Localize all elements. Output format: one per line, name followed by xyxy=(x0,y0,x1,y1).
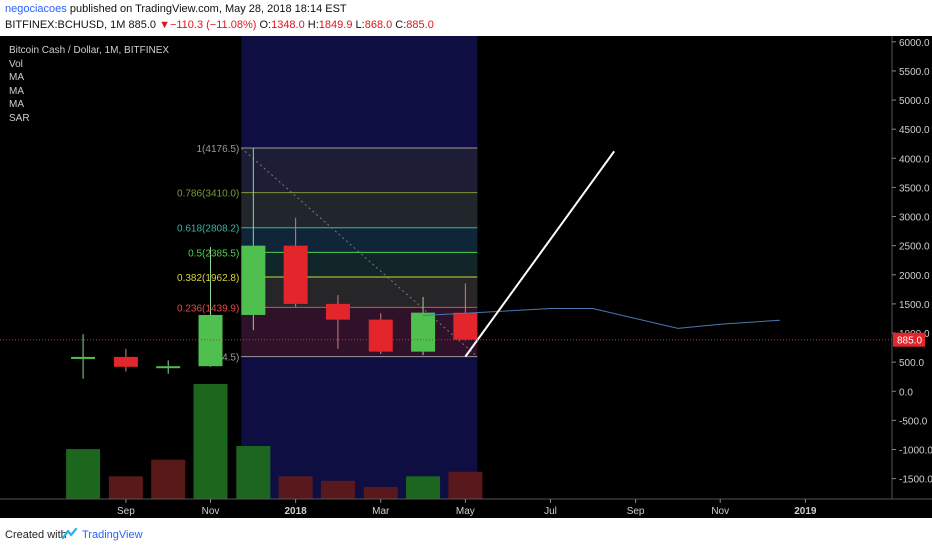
time-tick-label: Mar xyxy=(372,506,390,517)
change-down-icon: ▼ xyxy=(159,19,170,31)
candle-body[interactable] xyxy=(241,245,266,315)
price-tick-label: 4500.0 xyxy=(899,125,930,136)
time-tick-label: 2018 xyxy=(285,506,308,517)
open-label: O: xyxy=(259,19,272,31)
chart-area[interactable]: 1(4176.5) 0.786(3410.0) 0.618(2808.2) 0.5(2… xyxy=(0,36,932,518)
price-change: −110.3 (−11.08%) xyxy=(169,19,257,31)
fib-band xyxy=(241,192,478,228)
last-price: 885.0 xyxy=(128,19,156,31)
price-tick-label: 2500.0 xyxy=(899,242,930,253)
volume-bar xyxy=(151,459,186,499)
tradingview-brand-link[interactable]: TradingView xyxy=(82,529,143,541)
close-value: 885.0 xyxy=(406,19,434,31)
price-tick-label: 1500.0 xyxy=(899,300,930,311)
fib-band xyxy=(241,148,478,193)
ohlc-readout: BITFINEX:BCHUSD, 1M 885.0 ▼−110.3 (−11.0… xyxy=(5,19,434,31)
price-tick-label: 2000.0 xyxy=(899,271,930,282)
candle-body[interactable] xyxy=(283,245,308,304)
candle-body[interactable] xyxy=(113,356,138,367)
price-tick-label: -1500.0 xyxy=(899,475,932,486)
low-value: 868.0 xyxy=(364,19,393,31)
high-label: H: xyxy=(307,19,319,31)
candle-body[interactable] xyxy=(411,312,436,352)
volume-bar xyxy=(236,446,271,499)
price-tick-label: 0.0 xyxy=(899,387,913,398)
candle-body[interactable] xyxy=(71,356,96,359)
fib-level-label: 0.382(1962.8) xyxy=(177,273,239,284)
candle-body[interactable] xyxy=(198,314,223,367)
moving-average-line xyxy=(423,308,780,329)
volume-bar xyxy=(278,476,313,499)
fib-band xyxy=(241,307,478,357)
volume-bar xyxy=(66,449,101,499)
price-tick-label: 5500.0 xyxy=(899,67,930,78)
legend-indicator-vol[interactable]: Vol xyxy=(9,58,23,70)
price-tick-label: 6000.0 xyxy=(899,38,930,49)
last-price-badge xyxy=(893,332,925,347)
fib-band xyxy=(241,276,478,308)
volume-bar xyxy=(193,384,228,499)
high-value: 1849.9 xyxy=(318,19,353,31)
legend-indicator-sar[interactable]: SAR xyxy=(9,112,30,124)
price-tick-label: 3500.0 xyxy=(899,183,930,194)
created-with-label: Created with xyxy=(5,529,67,541)
fib-band xyxy=(241,252,478,277)
author-link[interactable]: negociacoes xyxy=(5,3,67,15)
low-label: L: xyxy=(355,19,365,31)
fib-level-label: 0.236(1439.9) xyxy=(177,303,239,314)
price-tick-label: 500.0 xyxy=(899,358,924,369)
candle-body[interactable] xyxy=(156,366,181,369)
legend-title: Bitcoin Cash / Dollar, 1M, BITFINEX xyxy=(9,45,170,56)
tradingview-logo-icon xyxy=(61,527,78,543)
symbol-label: BITFINEX:BCHUSD, 1M xyxy=(5,19,126,31)
time-tick-label: Sep xyxy=(117,506,135,517)
candle-body[interactable] xyxy=(453,312,478,340)
time-tick-label: Nov xyxy=(202,506,220,517)
price-tick-label: 5000.0 xyxy=(899,96,930,107)
price-tick-label: 3000.0 xyxy=(899,213,930,224)
time-tick-label: Jul xyxy=(544,506,557,517)
price-tick-label: 4000.0 xyxy=(899,154,930,165)
candle-body[interactable] xyxy=(325,303,350,320)
fib-level-label: 0.5(2385.5) xyxy=(188,248,239,259)
close-label: C: xyxy=(395,19,407,31)
volume-bar xyxy=(363,486,398,499)
time-tick-label: 2019 xyxy=(794,506,817,517)
published-text: published on TradingView.com, May 28, 20… xyxy=(69,3,347,15)
fib-level-label: 0.786(3410.0) xyxy=(177,189,239,200)
volume-bar xyxy=(108,476,143,499)
legend-indicator-ma[interactable]: MA xyxy=(9,99,24,110)
time-tick-label: Nov xyxy=(711,506,729,517)
volume-bar xyxy=(320,480,355,499)
last-price-badge-label: 885.0 xyxy=(897,336,922,347)
fib-level-label: 1(4176.5) xyxy=(197,144,240,155)
fib-band xyxy=(241,227,478,253)
volume-bar xyxy=(448,471,483,499)
publication-header: negociacoes published on TradingView.com… xyxy=(0,0,932,36)
legend-indicator-ma[interactable]: MA xyxy=(9,72,24,83)
chart-legend: Bitcoin Cash / Dollar, 1M, BITFINEX Vol … xyxy=(9,44,169,125)
legend-indicator-ma[interactable]: MA xyxy=(9,85,24,97)
volume-bar xyxy=(406,476,441,499)
price-tick-label: -1000.0 xyxy=(899,445,932,456)
projection-trend-line[interactable] xyxy=(464,150,616,358)
fib-level-label: 0.618(2808.2) xyxy=(177,224,239,235)
time-tick-label: May xyxy=(456,506,475,517)
footer: Created with TradingView xyxy=(0,518,932,550)
publish-info: negociacoes published on TradingView.com… xyxy=(5,3,347,15)
price-tick-label: -500.0 xyxy=(899,416,928,427)
open-value: 1348.0 xyxy=(271,19,305,31)
time-tick-label: Sep xyxy=(627,506,645,517)
price-chart[interactable]: 1(4176.5) 0.786(3410.0) 0.618(2808.2) 0.5(2… xyxy=(0,36,932,518)
candle-body[interactable] xyxy=(368,319,393,352)
